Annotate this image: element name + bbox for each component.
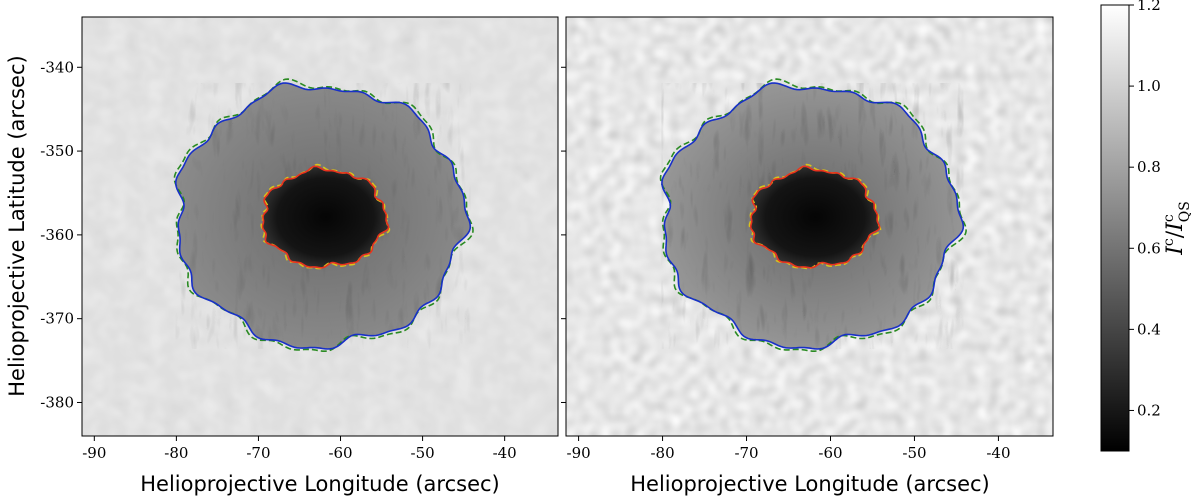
right-axes-frame xyxy=(565,16,1054,437)
colorbar-label: Ic/IcQS xyxy=(1161,201,1193,256)
x-tick-label: -90 xyxy=(567,444,591,462)
colorbar-ticks: 0.2 0.4 0.6 0.8 1.0 1.2 xyxy=(1129,0,1161,419)
x-tick-label: -50 xyxy=(411,444,435,462)
left-axis-ticks: -90 -80 -70 -60 -50 -40 -340 -350 -360 -370 -380 xyxy=(40,58,516,462)
colorbar-label-main: I xyxy=(1163,245,1188,256)
right-umbra xyxy=(750,166,880,268)
left-umbra xyxy=(262,166,389,268)
x-tick-label: -40 xyxy=(986,444,1010,462)
x-tick-label: -80 xyxy=(164,444,188,462)
x-tick-label: -50 xyxy=(902,444,926,462)
left-y-axis-label: Helioprojective Latitude (arcsec) xyxy=(5,55,29,396)
x-tick-label: -70 xyxy=(246,444,270,462)
colorbar-tick-label: 1.0 xyxy=(1137,77,1161,95)
colorbar-label-sup: c xyxy=(1161,238,1177,246)
y-tick-label: -370 xyxy=(40,310,74,328)
x-tick-label: -60 xyxy=(818,444,842,462)
left-panel xyxy=(82,17,558,436)
y-tick-label: -380 xyxy=(40,393,74,411)
y-tick-label: -360 xyxy=(40,226,74,244)
colorbar-tick-label: 0.8 xyxy=(1137,158,1161,176)
x-tick-label: -70 xyxy=(734,444,758,462)
colorbar-label-sub2: QS xyxy=(1177,201,1193,222)
colorbar xyxy=(1100,4,1130,452)
y-tick-label: -350 xyxy=(40,142,74,160)
right-penumbra-contour xyxy=(661,82,965,350)
x-tick-label: -90 xyxy=(82,444,106,462)
y-tick-label: -340 xyxy=(40,58,74,76)
right-penumbra-contour-dashed xyxy=(659,78,967,352)
right-axis-ticks: -90 -80 -70 -60 -50 -40 xyxy=(561,66,1011,462)
right-panel xyxy=(566,17,1053,436)
left-axes-frame xyxy=(81,16,559,437)
colorbar-label-main2: I xyxy=(1163,221,1188,232)
colorbar-tick-label: 0.6 xyxy=(1137,239,1161,257)
right-x-axis-label: Helioprojective Longitude (arcsec) xyxy=(630,472,989,496)
x-tick-label: -80 xyxy=(650,444,674,462)
colorbar-label-sup2: c xyxy=(1161,214,1177,222)
x-tick-label: -40 xyxy=(493,444,517,462)
colorbar-tick-label: 0.4 xyxy=(1137,320,1161,338)
colorbar-tick-label: 1.2 xyxy=(1137,0,1161,14)
colorbar-tick-label: 0.2 xyxy=(1137,401,1161,419)
left-umbra-contour xyxy=(261,165,390,269)
left-penumbra-contour-dashed xyxy=(173,78,474,352)
left-penumbra-contour xyxy=(175,82,472,350)
x-tick-label: -60 xyxy=(328,444,352,462)
svg-text:Ic/IcQS: Ic/IcQS xyxy=(1161,201,1193,256)
left-x-axis-label: Helioprojective Longitude (arcsec) xyxy=(140,472,499,496)
colorbar-label-sep: / xyxy=(1163,230,1188,238)
right-umbra-contour xyxy=(749,165,881,269)
